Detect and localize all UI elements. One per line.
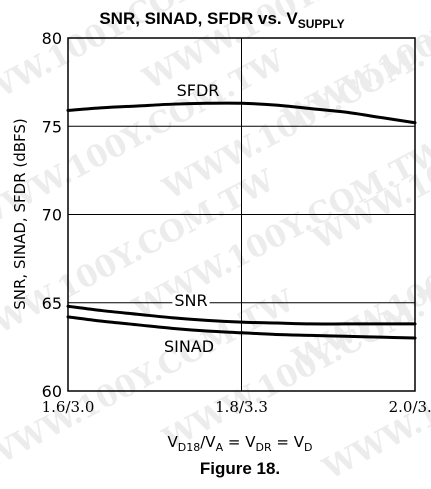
y-tick-label: 70: [42, 206, 62, 225]
x-axis-label: VD18/VA = VDR = VD: [168, 433, 313, 454]
y-tick-label: 75: [42, 117, 62, 136]
x-tick-labels: 1.6/3.0 1.8/3.3 2.0/3.6: [42, 398, 431, 416]
x-tick-label: 1.8/3.3: [215, 398, 268, 416]
x-tick-label: 1.6/3.0: [42, 398, 95, 416]
figure-caption: Figure 18.: [200, 459, 280, 478]
x-label-part: = V: [272, 433, 305, 451]
series-label-snr: SNR: [174, 291, 207, 310]
chart-title: SNR, SINAD, SFDR vs. VSUPPLY: [99, 9, 344, 31]
series-line-snr: [66, 304, 417, 326]
y-axis-label: SNR, SINAD, SFDR (dBFS): [11, 118, 29, 310]
series-label-sfdr: SFDR: [177, 81, 220, 100]
x-label-part: = V: [223, 433, 256, 451]
series-line-sfdr: [66, 101, 417, 125]
y-tick-labels: 60 65 70 75 80: [42, 29, 62, 401]
y-tick-label: 65: [42, 294, 62, 313]
series-label-sinad: SINAD: [164, 337, 214, 356]
x-label-sub: D: [304, 441, 312, 454]
label-knockout: [172, 293, 210, 308]
series-layer: [66, 101, 417, 340]
x-label-sub: A: [216, 441, 224, 454]
x-label-part: V: [168, 433, 179, 451]
chart-title-subscript: SUPPLY: [298, 17, 345, 31]
plot-frame: [67, 37, 416, 392]
x-label-sub: DR: [255, 441, 271, 454]
series-line-sinad: [66, 315, 417, 340]
x-label-part: /V: [200, 433, 216, 451]
x-label-sub: D18: [178, 441, 200, 454]
x-tick-label: 2.0/3.6: [389, 398, 431, 416]
chart-title-main: SNR, SINAD, SFDR vs. V: [99, 9, 298, 28]
y-tick-label: 60: [42, 382, 62, 401]
y-tick-label: 80: [42, 29, 62, 48]
